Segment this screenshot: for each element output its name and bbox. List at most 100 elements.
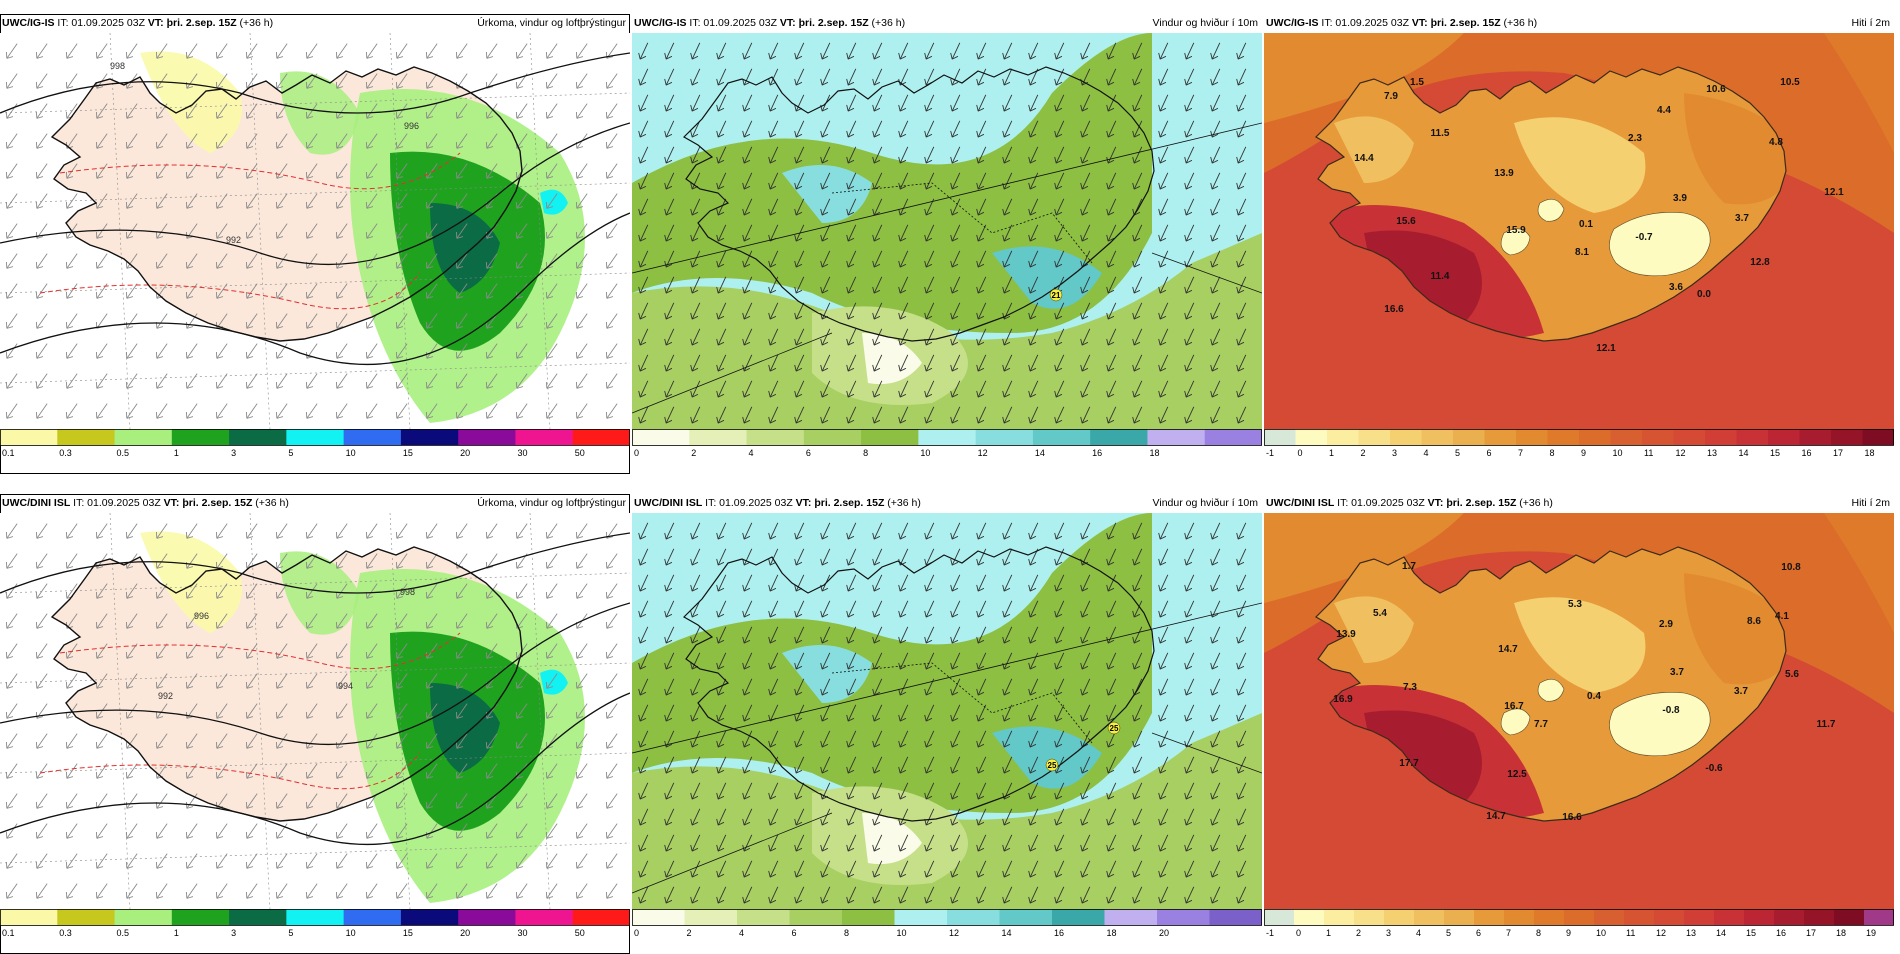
wind-barb bbox=[898, 756, 909, 774]
wind-barb bbox=[716, 522, 727, 540]
wind-barb bbox=[95, 403, 108, 419]
wind-barb bbox=[275, 223, 288, 239]
wind-barb bbox=[976, 302, 987, 320]
colorbar-swatch bbox=[918, 429, 977, 445]
wind-barb bbox=[1132, 782, 1143, 800]
wind-barb bbox=[950, 886, 961, 904]
wind-barb bbox=[395, 283, 408, 299]
wind-barb bbox=[898, 626, 909, 644]
wind-barb bbox=[768, 328, 779, 346]
wind-barb bbox=[95, 373, 108, 389]
wind-barb bbox=[1002, 276, 1013, 294]
wind-barb bbox=[794, 860, 805, 878]
colorbar-swatch bbox=[1744, 909, 1775, 925]
wind-barb bbox=[1236, 652, 1247, 670]
wind-barb bbox=[742, 94, 753, 112]
wind-barb bbox=[545, 793, 558, 809]
wind-barb bbox=[664, 704, 675, 722]
wind-barb bbox=[742, 380, 753, 398]
wind-barb bbox=[275, 103, 288, 119]
wind-barb bbox=[455, 163, 468, 179]
wind-barb bbox=[638, 120, 649, 138]
colorbar-tick: 0.3 bbox=[59, 928, 72, 938]
isobar-label: 996 bbox=[404, 121, 419, 131]
wind-barb bbox=[1080, 522, 1091, 540]
wind-barb bbox=[1184, 68, 1195, 86]
colorbar-tick: 14 bbox=[1035, 448, 1045, 458]
wind-barb bbox=[485, 853, 498, 869]
wind-barb bbox=[365, 343, 378, 359]
colorbar-swatch bbox=[1564, 909, 1595, 925]
wind-barb bbox=[1106, 354, 1117, 372]
wind-barb bbox=[305, 313, 318, 329]
wind-barb bbox=[1106, 276, 1117, 294]
map-area: 1.7 10.8 5.3 5.4 2.9 8.6 4.1 13.9 14.7 3.7 5.6 7.3 3… bbox=[1264, 513, 1894, 909]
wind-barb bbox=[245, 253, 258, 269]
wind-barb bbox=[1158, 834, 1169, 852]
wind-barb bbox=[1132, 328, 1143, 346]
wind-barb bbox=[976, 94, 987, 112]
wind-barb bbox=[690, 42, 701, 60]
wind-barb bbox=[605, 823, 618, 839]
temperature-label: 15.9 bbox=[1506, 225, 1526, 236]
wind-barb bbox=[1158, 380, 1169, 398]
wind-barb bbox=[185, 103, 198, 119]
wind-barb bbox=[872, 224, 883, 242]
wind-barb bbox=[125, 43, 138, 59]
wind-barb bbox=[846, 704, 857, 722]
colorbar-swatch bbox=[1594, 909, 1625, 925]
wind-barb bbox=[846, 302, 857, 320]
temperature-label: 7.7 bbox=[1534, 719, 1548, 730]
wind-barb bbox=[545, 763, 558, 779]
wind-barb bbox=[638, 574, 649, 592]
wind-barb bbox=[185, 133, 198, 149]
temperature-label: 0.1 bbox=[1579, 219, 1593, 230]
wind-barb bbox=[545, 43, 558, 59]
wind-barb bbox=[155, 733, 168, 749]
wind-barb bbox=[638, 328, 649, 346]
colorbar-swatch bbox=[999, 909, 1053, 925]
wind-barb bbox=[395, 553, 408, 569]
wind-barb bbox=[245, 403, 258, 419]
map-header: UWC/DINI ISL IT: 01.09.2025 03Z VT: þri.… bbox=[0, 496, 630, 510]
wind-barb bbox=[485, 163, 498, 179]
wind-barb bbox=[950, 68, 961, 86]
wind-barb bbox=[185, 763, 198, 779]
wind-barb bbox=[820, 328, 831, 346]
wind-barb bbox=[65, 283, 78, 299]
wind-barb bbox=[898, 94, 909, 112]
wind-barb bbox=[575, 313, 588, 329]
colorbar-swatch bbox=[1453, 429, 1485, 445]
wind-barb bbox=[155, 703, 168, 719]
model-name: UWC/DINI ISL bbox=[1266, 497, 1335, 509]
wind-barb bbox=[690, 250, 701, 268]
wind-barb bbox=[575, 553, 588, 569]
temperature-label: 1.5 bbox=[1410, 77, 1424, 88]
wind-barb bbox=[976, 600, 987, 618]
temperature-label: 7.3 bbox=[1403, 682, 1417, 693]
wind-barb bbox=[742, 406, 753, 424]
wind-barb bbox=[820, 224, 831, 242]
colorbar-tick: 30 bbox=[517, 448, 527, 458]
wind-barb bbox=[1210, 678, 1221, 696]
wind-barb bbox=[950, 354, 961, 372]
wind-barb bbox=[485, 283, 498, 299]
wind-barb bbox=[35, 733, 48, 749]
wind-barb bbox=[365, 853, 378, 869]
wind-barb bbox=[1080, 574, 1091, 592]
wind-barb bbox=[976, 756, 987, 774]
wind-barb bbox=[638, 730, 649, 748]
wind-barb bbox=[1080, 834, 1091, 852]
colorbar-tick: 13 bbox=[1707, 448, 1717, 458]
wind-barb bbox=[1132, 860, 1143, 878]
wind-barb bbox=[638, 600, 649, 618]
wind-barb bbox=[1236, 328, 1247, 346]
wind-barb bbox=[575, 823, 588, 839]
wind-barb bbox=[455, 133, 468, 149]
wind-barb bbox=[485, 133, 498, 149]
wind-barb bbox=[950, 756, 961, 774]
wind-barb bbox=[742, 678, 753, 696]
wind-barb bbox=[155, 193, 168, 209]
wind-barb bbox=[1106, 302, 1117, 320]
coastline bbox=[1315, 546, 1787, 822]
